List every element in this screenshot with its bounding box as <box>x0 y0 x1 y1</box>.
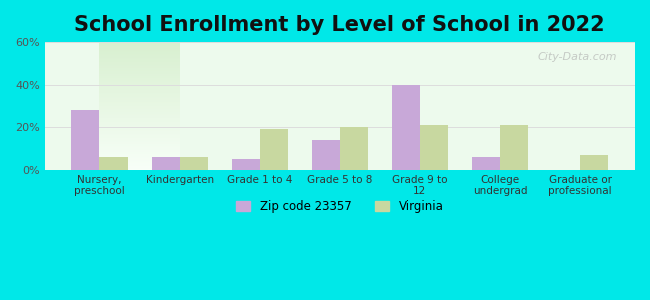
Bar <box>312 140 340 170</box>
Bar <box>340 127 368 170</box>
Bar <box>231 159 260 170</box>
Bar <box>580 155 608 170</box>
Bar <box>392 85 420 170</box>
Bar <box>151 157 179 170</box>
Bar <box>99 157 127 170</box>
Title: School Enrollment by Level of School in 2022: School Enrollment by Level of School in … <box>75 15 605 35</box>
Bar <box>500 125 528 170</box>
Bar <box>420 125 448 170</box>
Text: City-Data.com: City-Data.com <box>538 52 618 62</box>
Legend: Zip code 23357, Virginia: Zip code 23357, Virginia <box>231 195 448 218</box>
Bar <box>179 157 207 170</box>
Bar <box>260 129 288 170</box>
Bar <box>72 110 99 170</box>
Bar <box>472 157 500 170</box>
